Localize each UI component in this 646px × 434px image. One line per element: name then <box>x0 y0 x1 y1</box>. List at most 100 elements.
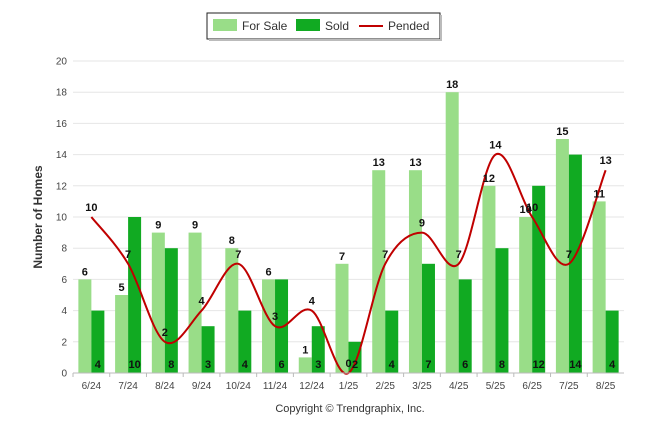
legend-label-sold: Sold <box>325 19 349 33</box>
pended-line <box>90 152 607 375</box>
x-tick-label: 8/24 <box>155 381 175 392</box>
bar-sold <box>605 310 619 373</box>
bar-sold <box>495 248 509 373</box>
data-label-pended: 10 <box>526 202 538 214</box>
bar-for-sale <box>225 248 239 373</box>
x-tick-label: 10/24 <box>226 381 251 392</box>
x-tick-label: 1/25 <box>339 381 359 392</box>
bar-for-sale <box>151 232 165 373</box>
pended-line-layer <box>90 152 607 375</box>
data-label-sold: 4 <box>242 359 249 371</box>
copyright-text: Copyright © Trendgraphix, Inc. <box>275 403 424 415</box>
bar-for-sale <box>592 201 606 373</box>
data-label-pended: 4 <box>199 296 206 308</box>
y-tick-label: 4 <box>61 306 67 317</box>
data-label-sold: 6 <box>462 359 468 371</box>
bar-sold <box>238 310 252 373</box>
data-label-for-sale: 9 <box>192 220 198 232</box>
bar-for-sale <box>482 185 496 373</box>
x-tick-label: 12/24 <box>299 381 324 392</box>
bar-for-sale <box>445 92 459 373</box>
data-label-for-sale: 5 <box>119 282 125 294</box>
data-label-sold: 14 <box>569 359 582 371</box>
bar-for-sale <box>335 263 349 373</box>
data-label-for-sale: 6 <box>265 266 271 278</box>
bar-for-sale <box>408 170 422 373</box>
data-label-for-sale: 13 <box>409 157 421 169</box>
x-tick-label: 8/25 <box>596 381 616 392</box>
data-label-sold: 7 <box>425 359 431 371</box>
bar-sold <box>348 341 362 373</box>
data-label-sold: 4 <box>95 359 102 371</box>
data-label-pended: 7 <box>456 249 462 261</box>
legend-swatch-sold <box>296 19 320 31</box>
y-tick-label: 20 <box>56 57 68 68</box>
data-label-sold: 3 <box>205 359 211 371</box>
x-tick-label: 6/24 <box>82 381 102 392</box>
y-tick-label: 2 <box>61 337 67 348</box>
data-label-pended: 10 <box>85 202 97 214</box>
data-label-pended: 7 <box>382 249 388 261</box>
data-label-for-sale: 6 <box>82 266 88 278</box>
data-label-pended: 7 <box>235 249 241 261</box>
y-tick-label: 12 <box>56 181 68 192</box>
legend-shadow-right <box>440 15 442 41</box>
bar-sold <box>164 248 178 373</box>
y-tick-label: 16 <box>56 119 68 130</box>
x-tick-label: 4/25 <box>449 381 469 392</box>
bar-sold <box>385 310 399 373</box>
bar-sold <box>91 310 105 373</box>
x-tick-label: 9/24 <box>192 381 212 392</box>
x-tick-label: 3/25 <box>412 381 432 392</box>
bar-for-sale <box>115 295 129 373</box>
x-tick-label: 11/24 <box>263 381 288 392</box>
data-label-pended: 2 <box>162 327 168 339</box>
bar-for-sale <box>262 279 276 373</box>
x-tick-label: 7/25 <box>559 381 579 392</box>
data-label-sold: 4 <box>609 359 616 371</box>
data-labels: 6451098938466137213413718612810121514114… <box>82 79 616 371</box>
legend-frame <box>206 12 441 40</box>
bar-for-sale <box>188 232 202 373</box>
data-label-for-sale: 1 <box>302 344 308 356</box>
bar-sold <box>458 279 472 373</box>
legend-label-for-sale: For Sale <box>242 19 288 33</box>
y-tick-label: 14 <box>56 150 68 161</box>
data-label-sold: 8 <box>499 359 505 371</box>
bar-for-sale <box>78 279 92 373</box>
data-label-sold: 6 <box>278 359 284 371</box>
legend-swatch-for-sale <box>213 19 237 31</box>
data-label-sold: 4 <box>389 359 396 371</box>
bar-sold <box>128 217 142 373</box>
data-label-pended: 4 <box>309 296 316 308</box>
y-tick-label: 18 <box>56 88 68 99</box>
data-label-pended: 7 <box>566 249 572 261</box>
data-label-pended: 13 <box>600 155 612 167</box>
y-axis-title: Number of Homes <box>31 165 45 269</box>
data-label-for-sale: 12 <box>483 173 495 185</box>
bar-sold <box>201 326 215 373</box>
data-label-for-sale: 7 <box>339 251 345 263</box>
data-label-for-sale: 18 <box>446 79 458 91</box>
bars <box>78 92 619 373</box>
bar-for-sale <box>555 139 569 373</box>
y-tick-label: 0 <box>61 369 67 380</box>
bar-for-sale <box>372 170 386 373</box>
data-label-pended: 7 <box>125 249 131 261</box>
bar-for-sale <box>519 217 533 373</box>
y-tick-label: 6 <box>61 275 67 286</box>
data-label-pended: 14 <box>489 140 502 152</box>
bar-sold <box>568 154 582 373</box>
data-label-sold: 3 <box>315 359 321 371</box>
legend-shadow-bottom <box>209 39 442 41</box>
data-label-pended: 0 <box>345 358 351 370</box>
data-label-for-sale: 8 <box>229 235 235 247</box>
x-tick-label: 6/25 <box>522 381 542 392</box>
data-label-sold: 12 <box>533 359 545 371</box>
data-label-pended: 3 <box>272 311 278 323</box>
x-tick-label: 2/25 <box>375 381 395 392</box>
data-label-for-sale: 15 <box>556 126 568 138</box>
bar-sold <box>311 326 325 373</box>
